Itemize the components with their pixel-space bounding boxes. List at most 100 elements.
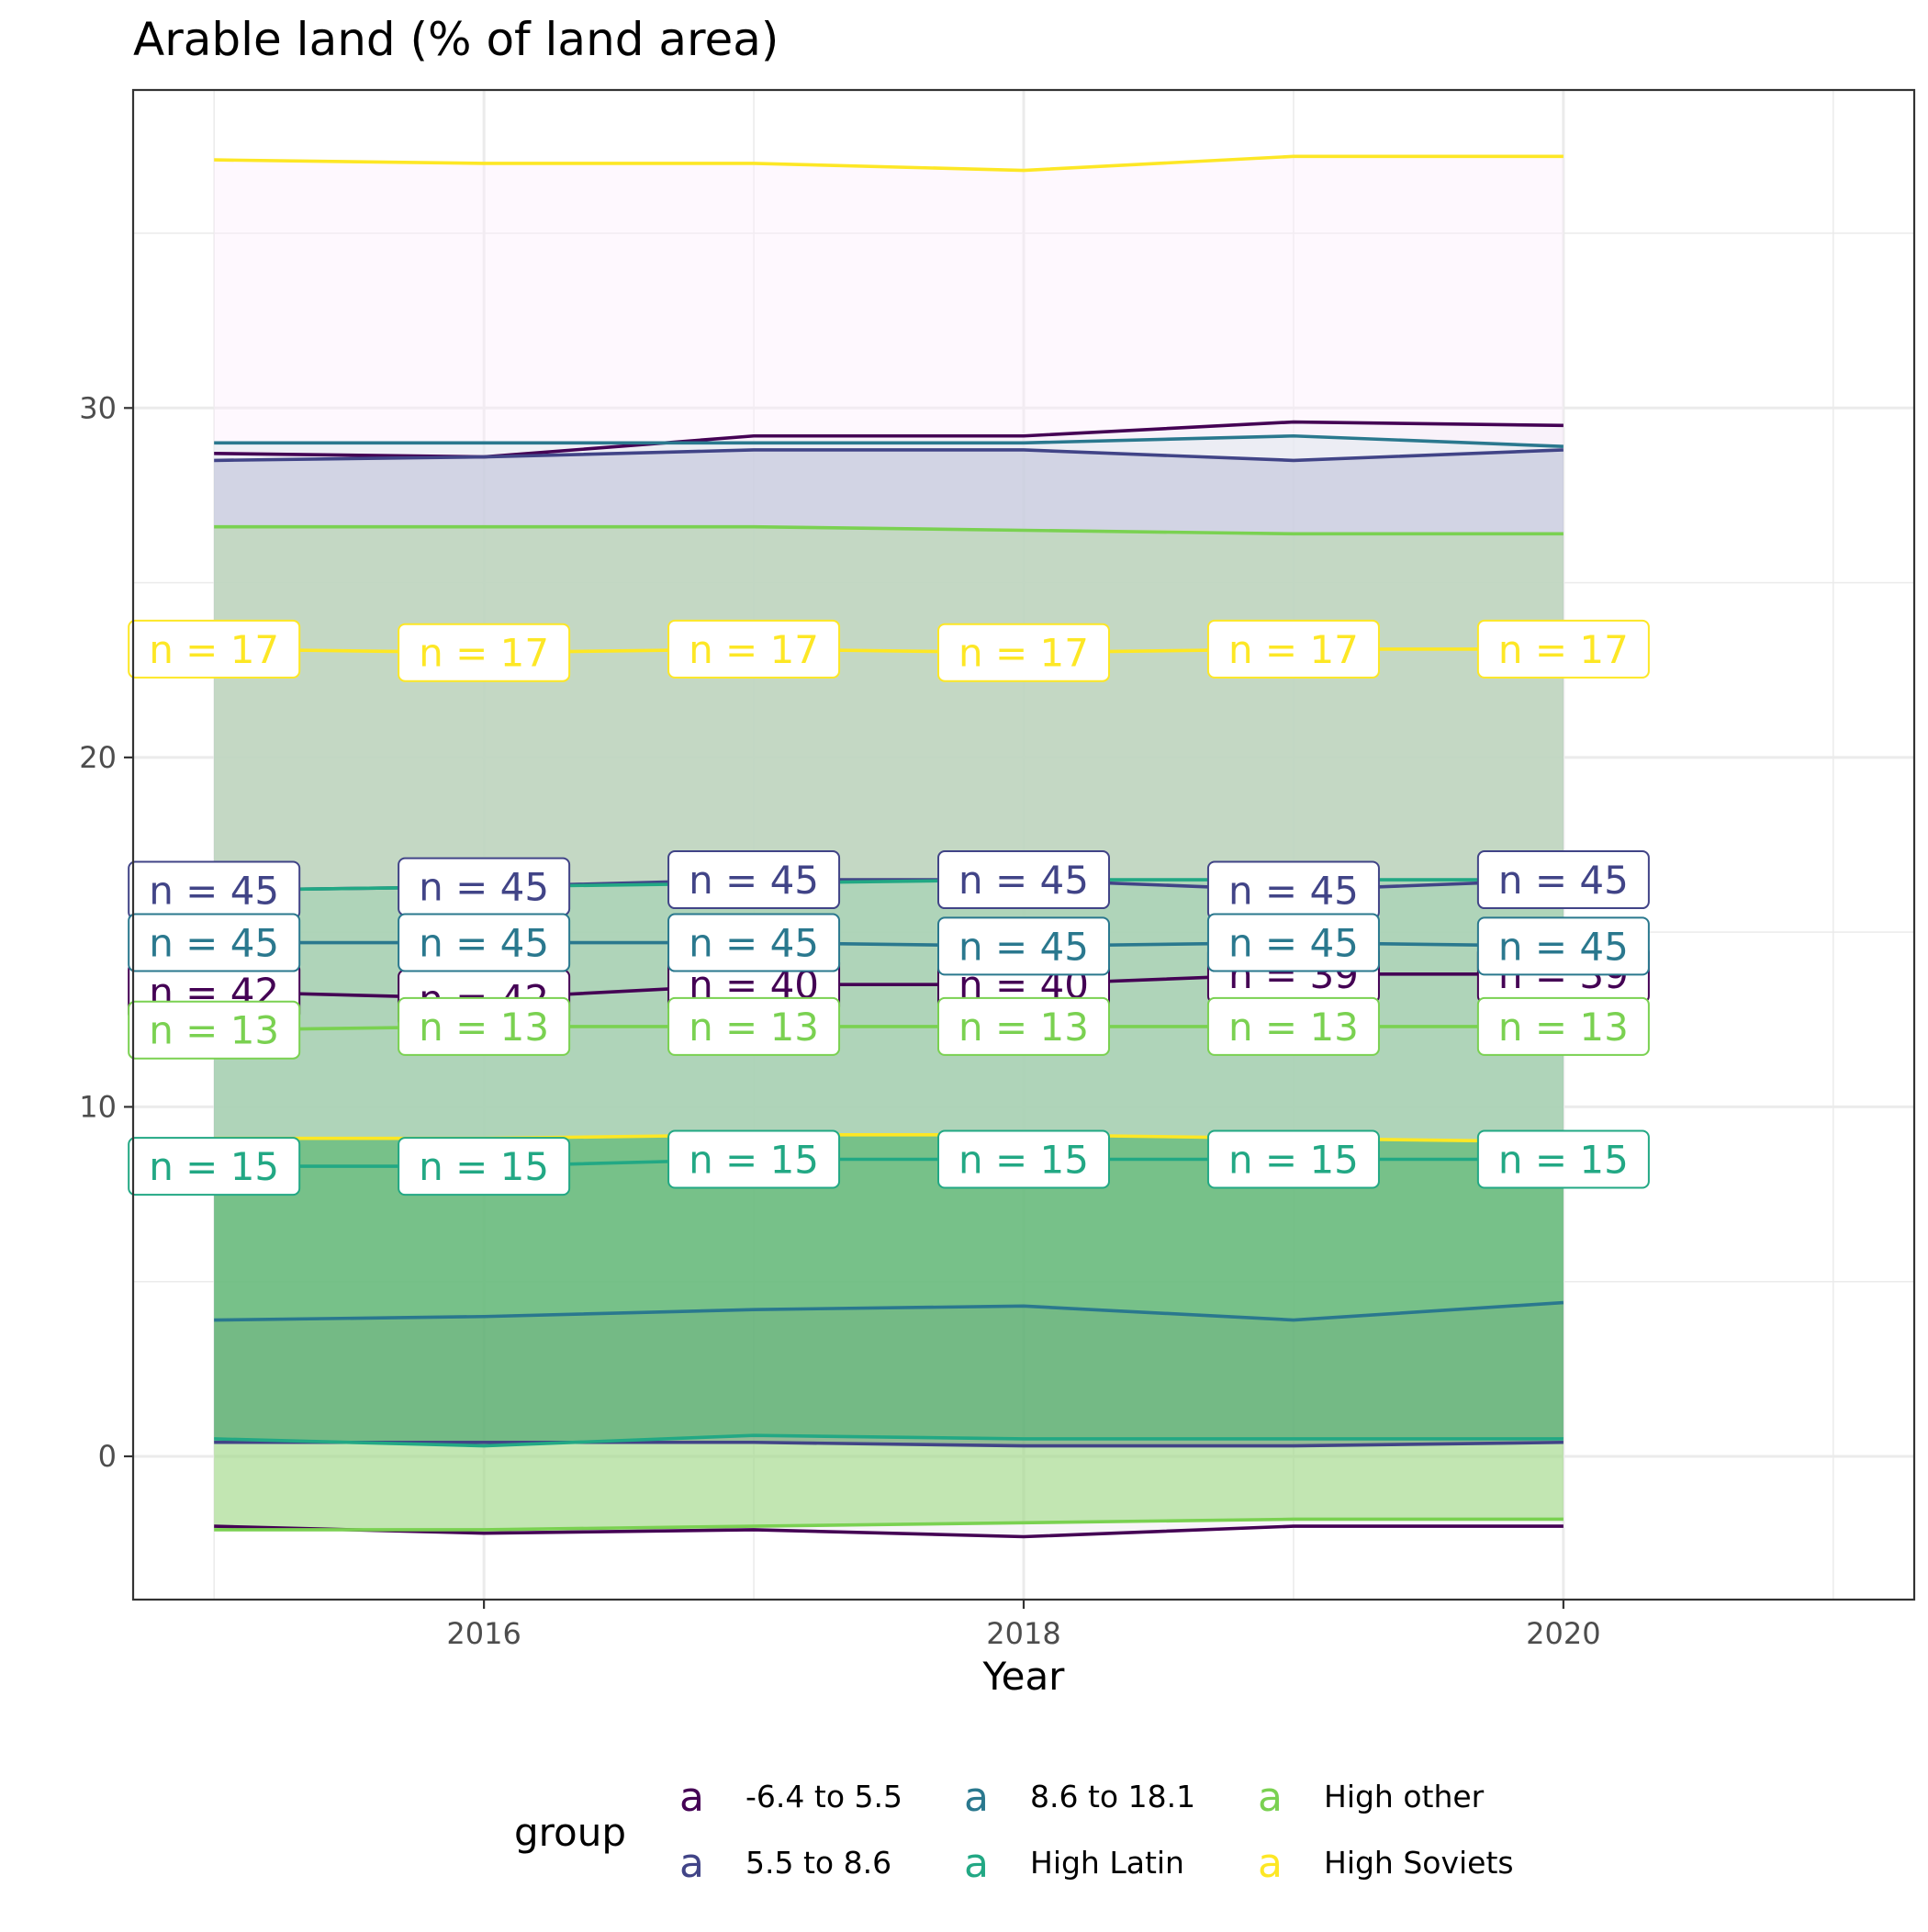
data-labels: n = 42n = 42n = 40n = 40n = 39n = 39n = … bbox=[128, 619, 1650, 1196]
legend-key: a bbox=[1258, 1840, 1283, 1887]
series-line-lower-8.6 to 18.1 bbox=[214, 1300, 1564, 1322]
legend-item: a 8.6 to 18.1 bbox=[964, 1774, 1195, 1821]
data-label-box bbox=[667, 913, 841, 972]
data-label: n = 17 bbox=[398, 623, 571, 682]
data-label-text: n = 13 bbox=[1228, 1005, 1359, 1050]
data-label: n = 45 bbox=[1206, 860, 1380, 920]
data-label-text: n = 45 bbox=[1498, 924, 1629, 969]
data-label-text: n = 17 bbox=[1228, 627, 1359, 672]
data-label-box bbox=[128, 1137, 301, 1196]
legend-item: a High other bbox=[1258, 1774, 1485, 1821]
series-line-upper-5.5 to 8.6 bbox=[214, 448, 1564, 463]
data-label: n = 15 bbox=[1476, 1129, 1650, 1189]
data-label: n = 45 bbox=[1206, 913, 1380, 972]
x-tick-label: 2018 bbox=[986, 1616, 1060, 1651]
y-tick-label: 10 bbox=[79, 1089, 117, 1124]
series-line-lower-High Latin bbox=[214, 1433, 1564, 1448]
data-label-box bbox=[1476, 1129, 1650, 1189]
data-label: n = 45 bbox=[667, 850, 841, 910]
data-label-box bbox=[128, 1000, 301, 1060]
data-label: n = 45 bbox=[128, 860, 301, 920]
legend-label: 8.6 to 18.1 bbox=[1030, 1779, 1195, 1814]
data-label-box bbox=[1206, 1129, 1380, 1189]
legend-item: a -6.4 to 5.5 bbox=[679, 1774, 902, 1821]
data-label-text: n = 45 bbox=[149, 921, 279, 966]
data-label: n = 15 bbox=[128, 1137, 301, 1196]
data-label-text: n = 45 bbox=[958, 858, 1089, 903]
x-axis-title: Year bbox=[982, 1654, 1066, 1699]
data-label: n = 17 bbox=[937, 623, 1110, 682]
data-label-text: n = 45 bbox=[1228, 921, 1359, 966]
data-label-box bbox=[398, 913, 571, 972]
data-label: n = 17 bbox=[1476, 619, 1650, 679]
legend-item: a 5.5 to 8.6 bbox=[679, 1840, 891, 1887]
data-label-text: n = 13 bbox=[958, 1005, 1089, 1050]
data-label-text: n = 45 bbox=[689, 858, 819, 903]
data-label: n = 45 bbox=[667, 913, 841, 972]
legend-title: group bbox=[514, 1810, 626, 1855]
series-line-upper-High Soviets bbox=[214, 154, 1564, 173]
legend-label: 5.5 to 8.6 bbox=[745, 1845, 891, 1881]
data-label: n = 17 bbox=[1206, 619, 1380, 679]
data-label-text: n = 15 bbox=[689, 1138, 819, 1183]
y-tick-label: 20 bbox=[79, 740, 117, 775]
series-line-lower--6.4 to 5.5 bbox=[214, 1524, 1564, 1539]
data-label-text: n = 17 bbox=[1498, 627, 1629, 672]
series-line-lower-High other bbox=[214, 1517, 1564, 1532]
legend-key: a bbox=[1258, 1774, 1283, 1821]
series-line-upper-8.6 to 18.1 bbox=[214, 433, 1564, 448]
ribbon--6.4 to 5.5 bbox=[214, 421, 1564, 1537]
data-label-box bbox=[1476, 996, 1650, 1056]
data-label-box bbox=[398, 1137, 571, 1196]
x-tick-label: 2020 bbox=[1526, 1616, 1600, 1651]
data-label-text: n = 15 bbox=[1228, 1138, 1359, 1183]
data-label-text: n = 17 bbox=[419, 631, 549, 676]
data-label: n = 13 bbox=[667, 996, 841, 1056]
y-tick-label: 0 bbox=[98, 1439, 117, 1474]
chart-title: Arable land (% of land area) bbox=[133, 13, 779, 66]
data-label: n = 13 bbox=[398, 996, 571, 1056]
legend-key: a bbox=[964, 1840, 989, 1887]
data-label-box bbox=[937, 623, 1110, 682]
data-label-text: n = 17 bbox=[689, 627, 819, 672]
data-label-text: n = 45 bbox=[419, 921, 549, 966]
data-label: n = 15 bbox=[667, 1129, 841, 1189]
data-label-box bbox=[937, 1129, 1110, 1189]
data-label-text: n = 15 bbox=[958, 1138, 1089, 1183]
data-label-box bbox=[937, 850, 1110, 910]
axes: 0 10 20 30 2016 2018 2020 bbox=[79, 390, 1600, 1651]
data-label: n = 13 bbox=[1206, 996, 1380, 1056]
data-label: n = 17 bbox=[128, 619, 301, 679]
data-label: n = 45 bbox=[937, 916, 1110, 976]
series-line-lower-5.5 to 8.6 bbox=[214, 1440, 1564, 1448]
data-label-text: n = 45 bbox=[689, 921, 819, 966]
data-label-box bbox=[1206, 996, 1380, 1056]
data-label-box bbox=[1206, 619, 1380, 679]
data-label-box bbox=[1476, 850, 1650, 910]
data-label-box bbox=[667, 850, 841, 910]
data-label-box bbox=[128, 619, 301, 679]
data-label-text: n = 15 bbox=[419, 1144, 549, 1189]
data-label-box bbox=[667, 1129, 841, 1189]
data-label: n = 13 bbox=[128, 1000, 301, 1060]
data-label: n = 15 bbox=[398, 1137, 571, 1196]
data-label-text: n = 15 bbox=[1498, 1138, 1629, 1183]
data-label-text: n = 13 bbox=[419, 1005, 549, 1050]
data-label-text: n = 45 bbox=[958, 924, 1089, 969]
ribbons bbox=[214, 156, 1564, 1537]
legend-label: High Soviets bbox=[1324, 1845, 1514, 1881]
x-tick-label: 2016 bbox=[446, 1616, 521, 1651]
data-label-box bbox=[128, 913, 301, 972]
data-label-text: n = 17 bbox=[958, 631, 1089, 676]
data-label: n = 17 bbox=[667, 619, 841, 679]
data-label-box bbox=[398, 623, 571, 682]
data-label-text: n = 45 bbox=[1498, 858, 1629, 903]
data-label-text: n = 17 bbox=[149, 627, 279, 672]
data-label-text: n = 45 bbox=[149, 868, 279, 913]
data-label-box bbox=[1476, 619, 1650, 679]
ribbon-High other bbox=[214, 526, 1564, 1530]
data-label: n = 13 bbox=[1476, 996, 1650, 1056]
y-tick-label: 30 bbox=[79, 390, 117, 425]
